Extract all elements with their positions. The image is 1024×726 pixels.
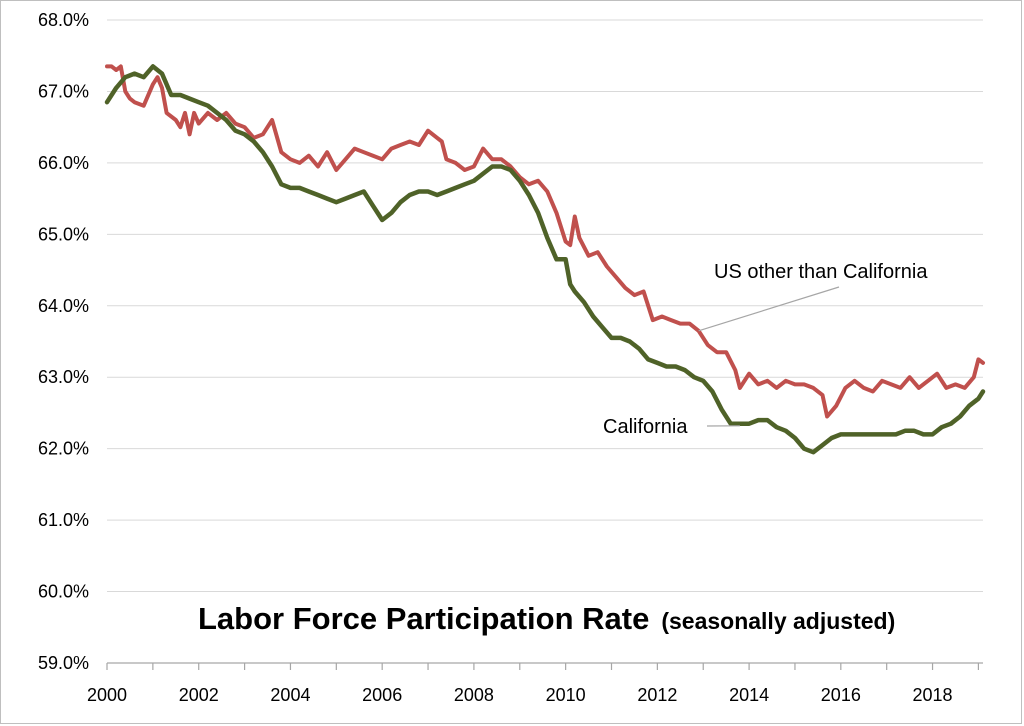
gridlines: [107, 19, 983, 593]
x-tick-label: 2008: [454, 685, 494, 705]
y-tick-label: 59.0%: [38, 653, 89, 673]
y-tick-label: 67.0%: [38, 81, 89, 101]
series-lines: [104, 64, 986, 455]
y-tick-label: 61.0%: [38, 510, 89, 530]
us-series-label: US other than California: [714, 261, 928, 283]
y-tick-label: 63.0%: [38, 367, 89, 387]
y-tick-label: 65.0%: [38, 224, 89, 244]
chart-title-group: Labor Force Participation Rate (seasonal…: [198, 601, 895, 636]
x-tick-label: 2004: [270, 685, 310, 705]
y-tick-label: 68.0%: [38, 10, 89, 30]
y-tick-label: 64.0%: [38, 296, 89, 316]
california-series-line: [104, 64, 986, 455]
y-tick-label: 66.0%: [38, 153, 89, 173]
california-series-label: California: [603, 416, 688, 438]
chart-title: Labor Force Participation Rate: [198, 601, 649, 636]
x-tick-label: 2006: [362, 685, 402, 705]
x-tick-label: 2018: [913, 685, 953, 705]
x-tick-label: 2002: [179, 685, 219, 705]
x-tick-label: 2016: [821, 685, 861, 705]
y-tick-label: 62.0%: [38, 439, 89, 459]
x-tick-label: 2012: [637, 685, 677, 705]
x-tick-label: 2000: [87, 685, 127, 705]
y-tick-label: 60.0%: [38, 582, 89, 602]
us-leader-line: [698, 286, 840, 332]
chart-subtitle: (seasonally adjusted): [661, 608, 895, 634]
x-tick-label: 2010: [546, 685, 586, 705]
chart-title-text: Labor Force Participation Rate (seasonal…: [198, 601, 895, 636]
annotations: US other than California California: [603, 261, 928, 438]
x-tick-label: 2014: [729, 685, 769, 705]
us-other-series-line: [105, 64, 985, 419]
axes: 59.0% 60.0% 61.0% 62.0% 63.0% 64.0% 65.0% 66.0%…: [38, 10, 983, 705]
